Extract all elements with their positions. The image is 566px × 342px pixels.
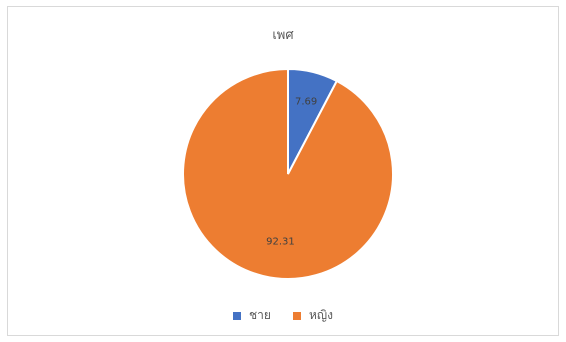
data-label-1: 92.31 (266, 237, 295, 248)
legend-label-0: ชาย (249, 308, 271, 322)
legend: ชาย หญิง (0, 306, 566, 325)
legend-swatch-1 (292, 311, 301, 320)
legend-label-1: หญิง (308, 308, 333, 322)
legend-item-0: ชาย (233, 306, 271, 325)
data-label-0: 7.69 (295, 97, 317, 108)
chart-title: เพศ (272, 28, 294, 43)
legend-item-1: หญิง (292, 306, 333, 325)
pie-slice-1 (182, 67, 394, 280)
legend-swatch-0 (233, 311, 242, 320)
